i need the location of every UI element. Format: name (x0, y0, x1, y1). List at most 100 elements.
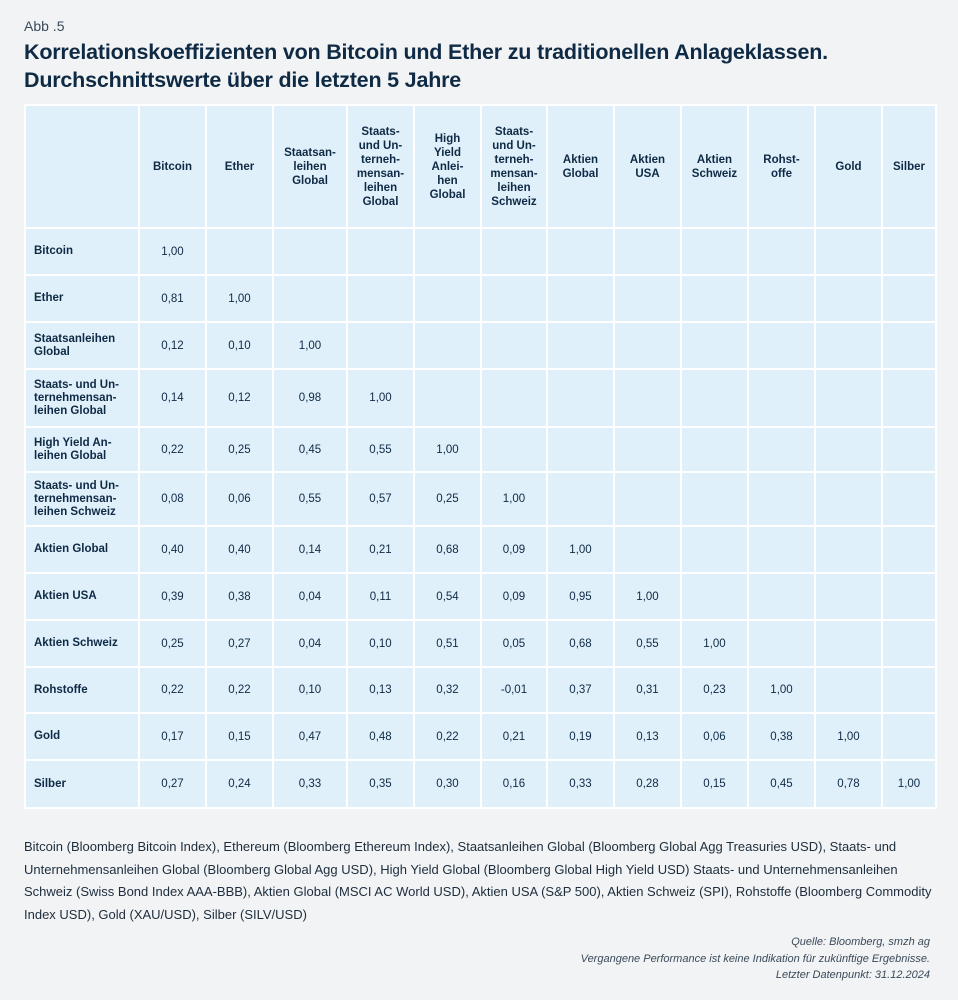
correlation-cell: 0,33 (274, 761, 346, 807)
correlation-cell: 1,00 (816, 714, 881, 759)
column-header: Aktien Global (548, 106, 613, 227)
correlation-cell (274, 229, 346, 274)
correlation-cell: 0,38 (207, 574, 272, 619)
table-row: Aktien USA 0,39 0,38 0,04 0,11 0,54 0,09 0,95 1,… (26, 574, 935, 619)
table-row: Gold 0,17 0,15 0,47 0,48 0,22 0,21 0,19 0,13 0,06… (26, 714, 935, 759)
correlation-cell: 0,12 (207, 370, 272, 426)
correlation-cell: 0,38 (749, 714, 814, 759)
row-header: Aktien Global (26, 527, 138, 572)
column-header: Staats- und Un- terneh- mensan- leihen G… (348, 106, 413, 227)
correlation-cell: -0,01 (482, 668, 546, 712)
column-header: Bitcoin (140, 106, 205, 227)
correlation-cell: 0,13 (615, 714, 680, 759)
correlation-cell (348, 229, 413, 274)
row-header: Rohstoffe (26, 668, 138, 712)
correlation-cell (682, 370, 747, 426)
correlation-cell (415, 276, 480, 321)
correlation-cell (749, 229, 814, 274)
correlation-cell (207, 229, 272, 274)
correlation-cell (615, 428, 680, 471)
correlation-cell: 1,00 (415, 428, 480, 471)
correlation-cell: 0,28 (615, 761, 680, 807)
correlation-cell (682, 229, 747, 274)
correlation-cell (415, 229, 480, 274)
correlation-cell: 0,45 (749, 761, 814, 807)
correlation-cell (682, 473, 747, 525)
correlation-cell: 0,51 (415, 621, 480, 666)
correlation-cell (615, 527, 680, 572)
correlation-cell: 1,00 (482, 473, 546, 525)
correlation-cell (548, 370, 613, 426)
correlation-cell: 0,05 (482, 621, 546, 666)
source-line: Quelle: Bloomberg, smzh ag (791, 936, 930, 948)
correlation-cell: 0,35 (348, 761, 413, 807)
correlation-cell: 0,25 (207, 428, 272, 471)
correlation-cell: 0,27 (207, 621, 272, 666)
corner-cell (26, 106, 138, 227)
correlation-cell: 0,11 (348, 574, 413, 619)
correlation-cell (482, 229, 546, 274)
correlation-cell (883, 323, 935, 368)
correlation-cell: 1,00 (140, 229, 205, 274)
correlation-cell: 0,14 (140, 370, 205, 426)
correlation-cell (883, 473, 935, 525)
column-header: High Yield Anlei- hen Global (415, 106, 480, 227)
correlation-cell: 0,22 (140, 428, 205, 471)
correlation-cell: 1,00 (274, 323, 346, 368)
table-row: Silber 0,27 0,24 0,33 0,35 0,30 0,16 0,33 0,28 0,… (26, 761, 935, 807)
correlation-cell: 0,17 (140, 714, 205, 759)
source-note: Quelle: Bloomberg, smzh ag Vergangene Pe… (581, 934, 930, 984)
correlation-cell: 0,31 (615, 668, 680, 712)
correlation-cell: 0,47 (274, 714, 346, 759)
correlation-cell (615, 276, 680, 321)
correlation-cell (883, 370, 935, 426)
correlation-cell: 1,00 (207, 276, 272, 321)
correlation-cell: 0,57 (348, 473, 413, 525)
column-header: Aktien Schweiz (682, 106, 747, 227)
correlation-cell: 0,21 (348, 527, 413, 572)
correlation-cell (883, 229, 935, 274)
correlation-cell (682, 574, 747, 619)
row-header: Staats- und Un- ternehmensan- leihen Sch… (26, 473, 138, 525)
correlation-cell (348, 276, 413, 321)
correlation-cell (548, 229, 613, 274)
correlation-cell (816, 428, 881, 471)
correlation-cell: 0,55 (348, 428, 413, 471)
correlation-cell (682, 276, 747, 321)
correlation-cell: 0,15 (682, 761, 747, 807)
correlation-cell: 0,09 (482, 527, 546, 572)
correlation-cell (883, 527, 935, 572)
column-header: Staatsan- leihen Global (274, 106, 346, 227)
correlation-cell: 0,37 (548, 668, 613, 712)
correlation-cell (482, 323, 546, 368)
correlation-cell: 0,16 (482, 761, 546, 807)
correlation-cell: 0,24 (207, 761, 272, 807)
correlation-cell: 0,10 (274, 668, 346, 712)
correlation-cell: 0,78 (816, 761, 881, 807)
correlation-cell (548, 276, 613, 321)
correlation-cell: 0,55 (274, 473, 346, 525)
correlation-cell (816, 323, 881, 368)
correlation-cell (816, 473, 881, 525)
figure-label: Abb .5 (24, 18, 65, 34)
correlation-cell: 0,68 (415, 527, 480, 572)
correlation-cell (482, 428, 546, 471)
correlation-cell: 0,13 (348, 668, 413, 712)
column-header: Silber (883, 106, 935, 227)
correlation-cell: 0,08 (140, 473, 205, 525)
correlation-cell (615, 370, 680, 426)
correlation-cell (749, 428, 814, 471)
correlation-cell: 0,14 (274, 527, 346, 572)
correlation-cell (816, 527, 881, 572)
correlation-cell (749, 621, 814, 666)
row-header: Staats- und Un- ternehmensan- leihen Glo… (26, 370, 138, 426)
correlation-cell: 0,55 (615, 621, 680, 666)
correlation-cell (482, 370, 546, 426)
column-header: Rohst- offe (749, 106, 814, 227)
correlation-cell (682, 323, 747, 368)
source-line: Letzter Datenpunkt: 31.12.2024 (775, 969, 930, 981)
correlation-cell: 0,15 (207, 714, 272, 759)
correlation-cell (816, 668, 881, 712)
correlation-cell (615, 323, 680, 368)
table-row: Aktien Schweiz 0,25 0,27 0,04 0,10 0,51 0,05 0,… (26, 621, 935, 666)
